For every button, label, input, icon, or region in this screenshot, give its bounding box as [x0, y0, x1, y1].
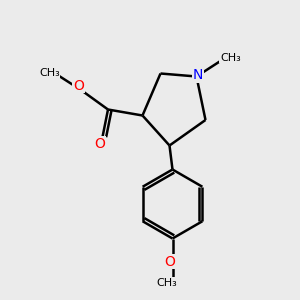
Text: CH₃: CH₃: [156, 278, 177, 288]
Text: N: N: [193, 68, 203, 82]
Text: O: O: [165, 255, 176, 268]
Text: O: O: [94, 137, 105, 151]
Text: CH₃: CH₃: [39, 68, 60, 78]
Text: O: O: [73, 79, 84, 92]
Text: CH₃: CH₃: [220, 52, 241, 63]
